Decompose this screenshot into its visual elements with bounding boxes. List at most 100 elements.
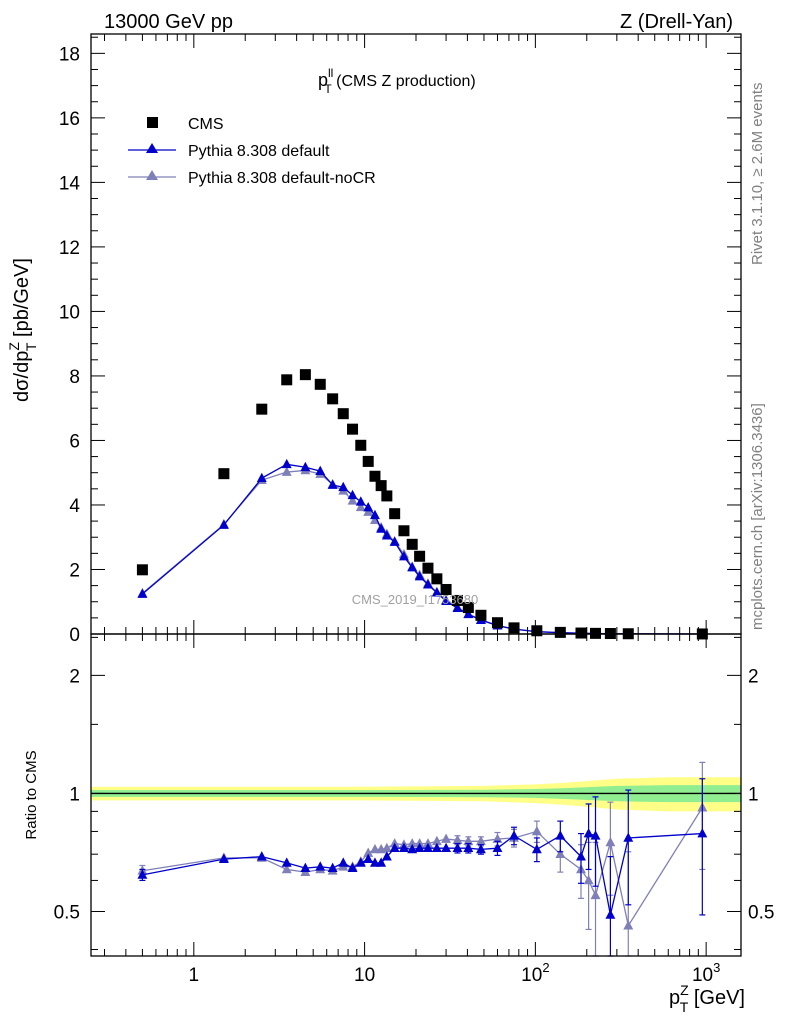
ratio-y-tick-label-right: 1 <box>748 784 759 805</box>
ratio-y-tick-label-right: 2 <box>748 666 759 687</box>
main-y-axis-label: dσ/dpZT [pb/GeV] <box>6 258 39 402</box>
main-series-point <box>363 502 374 512</box>
cms-data-point <box>281 374 293 386</box>
main-series-point <box>381 530 392 540</box>
main-y-tick-label: 14 <box>59 173 81 194</box>
cms-data-point <box>414 550 426 562</box>
main-series-point <box>423 579 433 589</box>
main-series-point <box>218 519 229 529</box>
ratio-series-point <box>281 857 292 867</box>
header-left: 13000 GeV pp <box>104 11 233 33</box>
ratio-y-axis-label: Ratio to CMS <box>23 750 40 839</box>
cms-data-point <box>381 490 393 502</box>
ratio-series-point <box>590 830 601 840</box>
side-text-rivet: Rivet 3.1.10, ≥ 2.6M events <box>749 83 766 266</box>
ratio-series-point <box>398 842 409 853</box>
ratio-series-point <box>347 862 358 872</box>
ratio-series-point <box>463 835 474 846</box>
ratio-series-point <box>376 857 387 867</box>
ratio-series-point <box>431 835 442 846</box>
cms-data-point <box>218 468 230 480</box>
main-data-marks <box>136 369 708 640</box>
main-series-point <box>256 472 267 483</box>
main-y-tick-label: 2 <box>69 560 80 581</box>
ratio-series-point <box>363 847 374 857</box>
cms-data-point <box>327 393 339 405</box>
ratio-series-point <box>590 889 601 900</box>
legend-marker-nocr <box>146 170 158 180</box>
header-right: Z (Drell-Yan) <box>620 11 733 33</box>
main-series-point <box>398 551 409 561</box>
ratio-series-point <box>137 869 148 879</box>
cms-data-point <box>337 408 349 420</box>
ratio-uncertainty-band <box>91 777 741 812</box>
main-series-point <box>281 458 292 469</box>
cms-data-point <box>406 538 418 550</box>
ratio-series-point <box>452 842 463 853</box>
cms-data-point <box>508 622 520 634</box>
ratio-series-point <box>407 838 418 848</box>
cms-data-point <box>531 625 543 637</box>
ratio-series-point <box>338 857 349 867</box>
legend-marker-cms <box>147 117 158 128</box>
ratio-axis-ticks: 1 10 102 103 0.5 0.5 1 1 2 2 <box>54 634 774 986</box>
cms-data-point <box>575 627 587 639</box>
main-series-line <box>141 463 703 635</box>
side-text-mcplots: mcplots.cern.ch [arXiv:1306.3436] <box>749 403 766 630</box>
ratio-series-point <box>623 832 634 842</box>
main-series-point <box>347 495 358 505</box>
cms-data-point <box>355 439 367 451</box>
main-y-tick-label: 8 <box>69 367 80 388</box>
ratio-series-point <box>605 909 616 919</box>
ratio-series-point <box>492 842 503 853</box>
ratio-series-point <box>431 842 442 853</box>
ratio-series-point <box>355 857 366 867</box>
ratio-series-line <box>142 832 703 916</box>
main-series-point <box>315 465 326 475</box>
ratio-series-point <box>555 830 566 840</box>
main-series-point <box>452 602 463 613</box>
main-y-tick-label: 18 <box>59 44 80 65</box>
legend-label-cms: CMS <box>188 116 224 133</box>
cms-data-point <box>314 378 326 390</box>
cms-data-point <box>369 470 381 482</box>
cms-data-point <box>452 594 464 606</box>
ratio-series-point <box>623 920 634 930</box>
main-series-point <box>300 461 311 472</box>
legend-label-nocr: Pythia 8.308 default-noCR <box>188 170 376 187</box>
ratio-y-tick-label-left: 0.5 <box>54 902 80 923</box>
plot-title: pll T (CMS Z production) <box>318 66 476 96</box>
cms-data-point <box>491 617 503 629</box>
main-series-point <box>414 571 425 581</box>
ratio-series-point <box>583 828 594 838</box>
main-series-point <box>338 481 349 492</box>
ratio-series-point <box>531 843 542 854</box>
cms-data-point <box>431 573 443 585</box>
cms-data-point <box>389 508 401 520</box>
ratio-series-point <box>327 862 338 872</box>
ratio-y-tick-label-right: 0.5 <box>748 902 774 923</box>
ratio-series-point <box>531 825 542 836</box>
ratio-series-point <box>389 842 400 853</box>
ratio-series-point <box>300 862 311 872</box>
main-series-point <box>463 608 474 619</box>
x-tick-label: 10 <box>354 965 375 986</box>
cms-data-point <box>422 562 434 574</box>
main-series-point <box>389 536 400 546</box>
ratio-series-point <box>697 828 708 838</box>
cms-data-point <box>475 609 487 621</box>
ratio-series-point <box>423 842 433 853</box>
x-tick-label: 102 <box>521 960 549 986</box>
cms-data-point <box>440 583 452 595</box>
main-series-point <box>441 595 452 605</box>
ratio-series-point <box>441 842 452 853</box>
main-series-point <box>407 562 418 572</box>
ratio-series-point <box>441 833 452 843</box>
cms-data-point <box>256 403 268 415</box>
ratio-series-point <box>452 834 463 845</box>
main-y-tick-label: 0 <box>69 625 80 646</box>
cms-data-point <box>554 626 566 638</box>
analysis-watermark: CMS_2019_I1753680 <box>352 592 479 607</box>
main-series-point <box>137 588 148 598</box>
